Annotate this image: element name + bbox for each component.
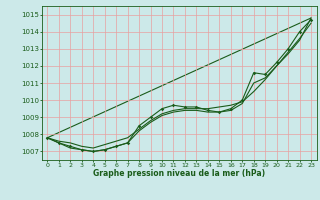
X-axis label: Graphe pression niveau de la mer (hPa): Graphe pression niveau de la mer (hPa) [93, 169, 265, 178]
